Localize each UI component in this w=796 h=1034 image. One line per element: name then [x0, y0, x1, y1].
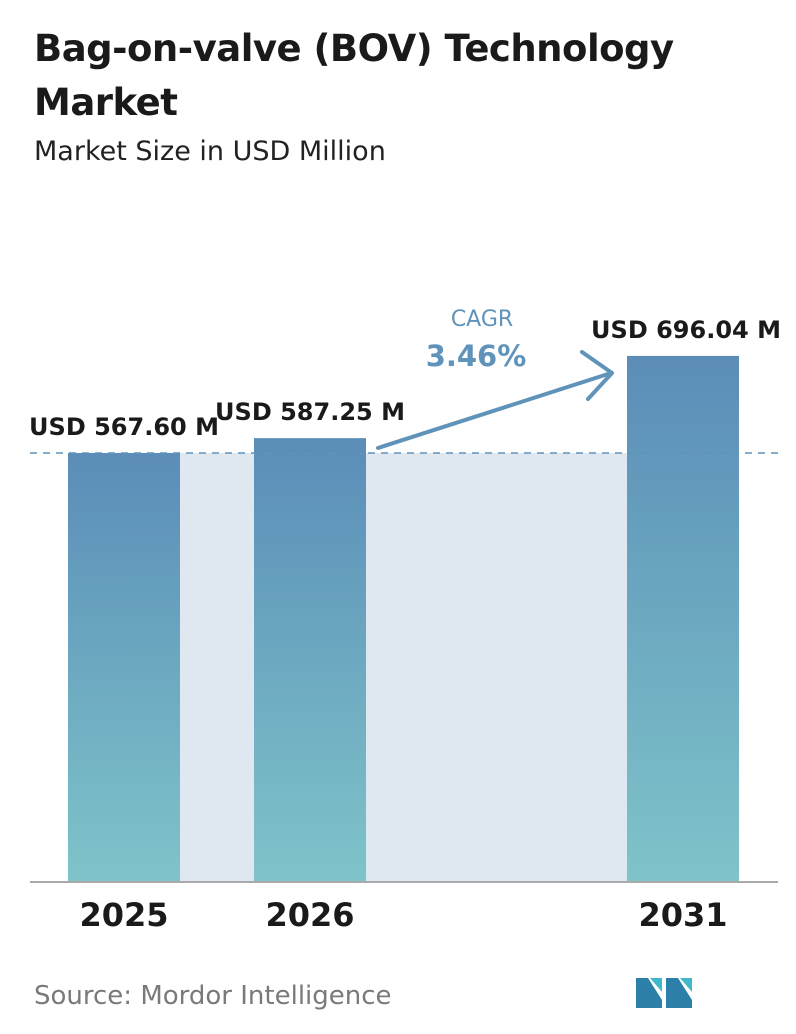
- background-bands: [180, 453, 627, 882]
- source-text: Source: Mordor Intelligence: [34, 981, 392, 1011]
- x-tick-2026: 2026: [265, 896, 354, 934]
- band-2026-2031: [366, 453, 627, 882]
- x-tick-2025: 2025: [79, 896, 168, 934]
- value-label-2025: USD 567.60 M: [29, 413, 219, 441]
- value-label-2026: USD 587.25 M: [215, 398, 405, 426]
- mordor-intelligence-logo-icon: [636, 978, 692, 1008]
- bar-2025: [68, 453, 180, 882]
- cagr-annotation: CAGR 3.46%: [376, 307, 614, 450]
- band-2025-2026: [180, 453, 254, 882]
- cagr-arrow-head: [580, 350, 614, 401]
- bars: [68, 355, 739, 883]
- chart-subtitle: Market Size in USD Million: [34, 136, 386, 167]
- x-tick-labels: 2025 2026 2031: [79, 896, 727, 934]
- chart-title: Bag-on-valve (BOV) Technology Market: [34, 27, 674, 124]
- x-tick-2031: 2031: [638, 896, 727, 934]
- value-label-2031: USD 696.04 M: [591, 316, 781, 344]
- cagr-value: 3.46%: [426, 339, 527, 373]
- bar-2026: [254, 438, 366, 882]
- bar-2031: [627, 355, 739, 883]
- cagr-label: CAGR: [451, 307, 513, 332]
- cagr-arrow-line: [376, 372, 610, 450]
